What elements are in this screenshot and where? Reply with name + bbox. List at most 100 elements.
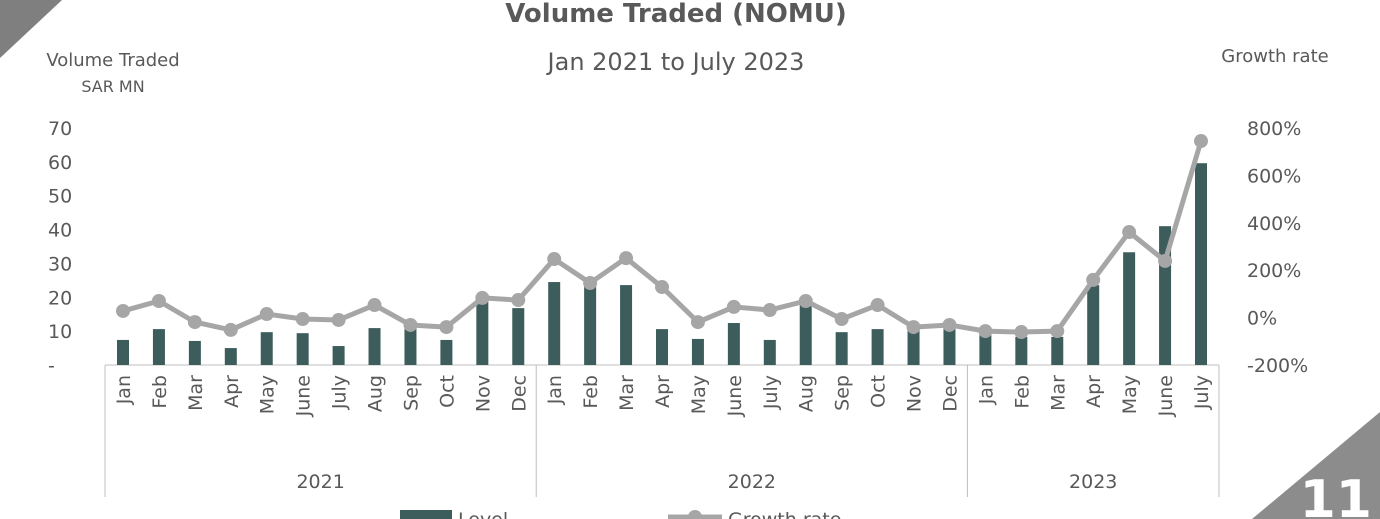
line-point — [726, 299, 741, 314]
y-tick-label: 10 — [48, 321, 72, 343]
x-tick-label: Oct — [868, 375, 890, 408]
bar — [656, 329, 668, 365]
bar — [512, 308, 525, 365]
x-tick-label: Jan — [975, 375, 997, 405]
y2-tick-label: 800% — [1247, 118, 1301, 140]
x-tick-label: July — [760, 375, 782, 410]
x-tick-label: July — [1191, 375, 1213, 410]
legend-label: Growth rate — [728, 509, 841, 519]
legend-swatch — [688, 510, 702, 519]
line-point — [295, 312, 310, 327]
x-tick-label: Jan — [113, 375, 135, 405]
line-point — [906, 320, 921, 335]
year-label: 2022 — [728, 471, 776, 493]
line-point — [942, 317, 957, 332]
x-tick-label: May — [1119, 375, 1141, 414]
bar — [727, 323, 740, 365]
bar — [1015, 336, 1028, 365]
line-point — [475, 290, 490, 305]
bar — [368, 328, 381, 365]
line-point — [583, 275, 598, 290]
line-point — [870, 298, 885, 313]
line-point — [403, 317, 418, 332]
bar — [152, 329, 165, 365]
bar — [799, 300, 812, 365]
bar — [1087, 285, 1100, 365]
x-tick-label: June — [1155, 375, 1177, 417]
bar — [188, 340, 201, 365]
y-tick-label: - — [48, 355, 55, 377]
y-axis-unit: SAR MN — [81, 77, 144, 96]
bar — [763, 339, 776, 365]
bar — [296, 333, 309, 365]
x-tick-label: Nov — [472, 375, 494, 412]
line-point — [331, 312, 346, 327]
x-tick-label: Feb — [580, 375, 602, 409]
x-tick-label: July — [329, 375, 351, 410]
bar — [404, 327, 417, 365]
x-tick-label: Dec — [939, 375, 961, 412]
y-tick-label: 20 — [48, 287, 72, 309]
y-tick-label: 50 — [48, 186, 72, 208]
x-tick-label: Mar — [185, 375, 207, 411]
bar — [1195, 163, 1207, 365]
line-point — [1122, 225, 1137, 240]
line-point — [1086, 272, 1101, 287]
chart-subtitle: Jan 2021 to July 2023 — [546, 48, 805, 76]
year-label: 2021 — [296, 471, 344, 493]
line-point — [798, 294, 813, 309]
line-point — [187, 315, 202, 330]
line-point — [1050, 324, 1065, 339]
bar — [907, 328, 920, 365]
x-tick-label: May — [257, 375, 279, 414]
bar — [943, 325, 956, 365]
bar — [979, 335, 992, 365]
line-point — [762, 303, 777, 318]
bar — [1051, 336, 1064, 365]
y-axis-label: Volume Traded — [46, 50, 179, 71]
x-tick-label: Aug — [796, 375, 818, 412]
x-tick-label: Apr — [652, 375, 674, 408]
year-label: 2023 — [1069, 471, 1117, 493]
bar — [224, 348, 237, 365]
x-tick-label: June — [293, 375, 315, 417]
x-tick-label: Dec — [508, 375, 530, 412]
bar — [584, 285, 597, 365]
x-tick-label: May — [688, 375, 710, 414]
y-tick-label: 70 — [48, 118, 72, 140]
x-tick-label: Sep — [400, 375, 422, 411]
x-tick-label: Sep — [832, 375, 854, 411]
line-point — [978, 324, 993, 339]
x-tick-label: Jan — [544, 375, 566, 405]
bar — [620, 285, 633, 365]
bar — [117, 339, 129, 365]
legend-label: Level — [458, 509, 508, 519]
x-tick-label: Feb — [149, 375, 171, 409]
line-point — [1014, 325, 1029, 340]
y2-tick-label: 600% — [1247, 165, 1301, 187]
y2-tick-label: 0% — [1247, 308, 1277, 330]
line-point — [367, 298, 382, 313]
line-point — [1194, 134, 1208, 149]
legend-swatch — [400, 510, 452, 519]
x-tick-label: Apr — [221, 375, 243, 408]
line-point — [834, 312, 849, 327]
y-tick-label: 30 — [48, 253, 72, 275]
page-corner — [1252, 412, 1380, 519]
x-tick-label: Oct — [436, 375, 458, 408]
bar — [440, 339, 453, 365]
bar — [691, 338, 704, 365]
bar — [1123, 252, 1136, 365]
y-tick-label: 60 — [48, 152, 72, 174]
x-tick-label: Apr — [1083, 375, 1105, 408]
y-tick-label: 40 — [48, 220, 72, 242]
x-tick-label: Mar — [1047, 375, 1069, 411]
x-tick-label: Mar — [616, 375, 638, 411]
x-tick-label: Aug — [365, 375, 387, 412]
bar — [871, 329, 884, 365]
page-number: 11 — [1300, 470, 1372, 519]
growth-line — [122, 140, 1204, 335]
line-point — [116, 303, 130, 318]
line-point — [223, 322, 238, 337]
